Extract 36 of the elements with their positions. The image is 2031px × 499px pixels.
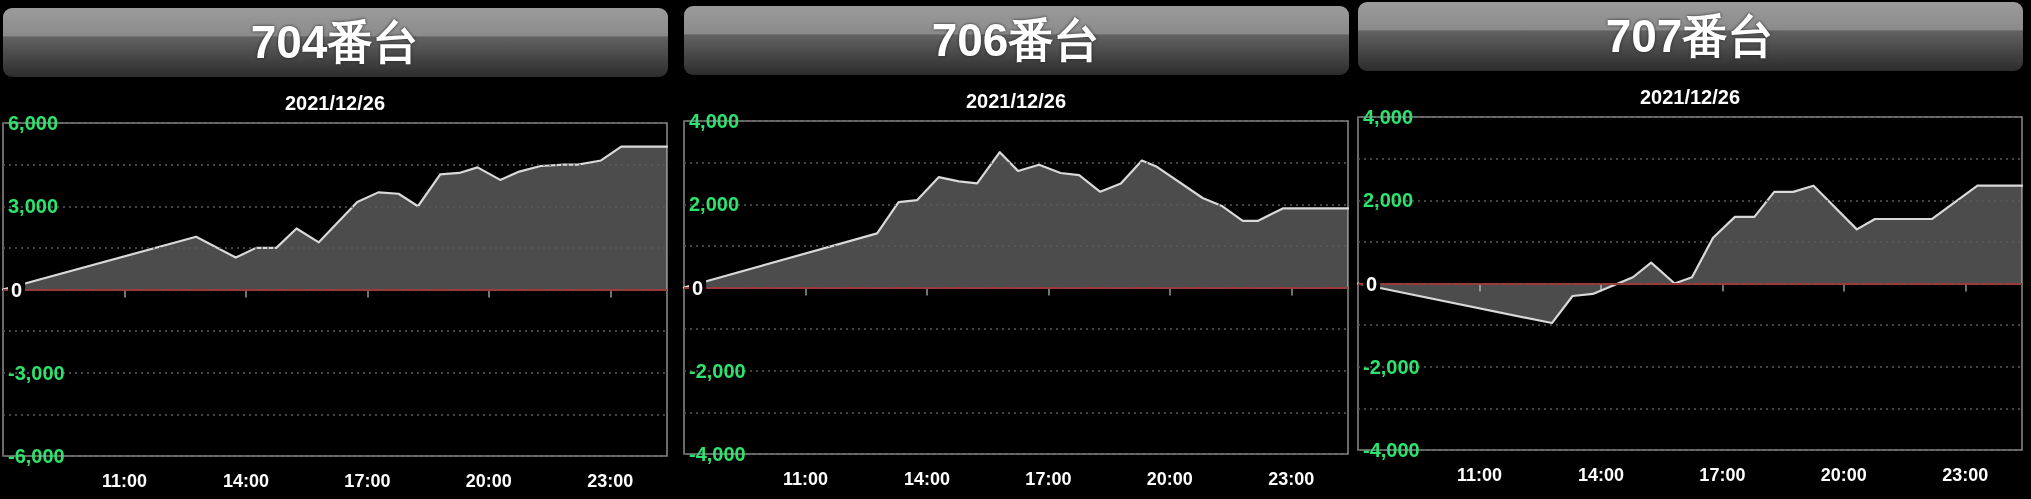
y-tick-label: 3,000 — [8, 195, 59, 218]
x-tick-label: 11:00 — [1456, 465, 1502, 485]
x-tick-label: 14:00 — [222, 471, 269, 491]
x-tick-label: 23:00 — [1942, 465, 1989, 485]
y-tick-label: -6,000 — [8, 445, 65, 467]
y-tick-label: -4,000 — [689, 443, 746, 465]
x-tick-label: 20:00 — [1146, 469, 1193, 489]
y-tick-label: 6,000 — [8, 112, 59, 134]
x-tick-label: 17:00 — [344, 471, 391, 491]
x-tick-label: 11:00 — [101, 471, 147, 491]
y-tick-label: 0 — [692, 277, 704, 299]
y-tick-label: 0 — [1366, 273, 1378, 295]
x-tick-label: 23:00 — [587, 471, 634, 491]
y-tick-label: 4,000 — [1363, 106, 1414, 128]
chart-title: 707番台 — [1605, 10, 1775, 62]
chart-subtitle: 2021/12/26 — [965, 90, 1067, 112]
chart-subtitle: 2021/12/26 — [1639, 86, 1741, 108]
chart-title: 704番台 — [250, 16, 420, 68]
y-tick-label: 2,000 — [689, 193, 740, 216]
x-tick-label: 14:00 — [903, 469, 950, 489]
x-tick-label: 20:00 — [1820, 465, 1867, 485]
x-tick-label: 17:00 — [1025, 469, 1072, 489]
y-tick-label: -3,000 — [8, 361, 65, 384]
chart-title: 706番台 — [931, 14, 1101, 66]
x-tick-label: 14:00 — [1577, 465, 1624, 485]
x-tick-label: 23:00 — [1268, 469, 1315, 489]
y-tick-label: 0 — [11, 279, 23, 301]
x-tick-label: 11:00 — [782, 469, 828, 489]
y-tick-label: -2,000 — [1363, 355, 1420, 378]
x-tick-label: 17:00 — [1699, 465, 1746, 485]
chart-subtitle: 2021/12/26 — [284, 92, 386, 114]
y-tick-label: -2,000 — [689, 359, 746, 382]
x-tick-label: 20:00 — [465, 471, 512, 491]
y-tick-label: -4,000 — [1363, 439, 1420, 461]
y-tick-label: 4,000 — [689, 110, 740, 132]
y-tick-label: 2,000 — [1363, 189, 1414, 212]
